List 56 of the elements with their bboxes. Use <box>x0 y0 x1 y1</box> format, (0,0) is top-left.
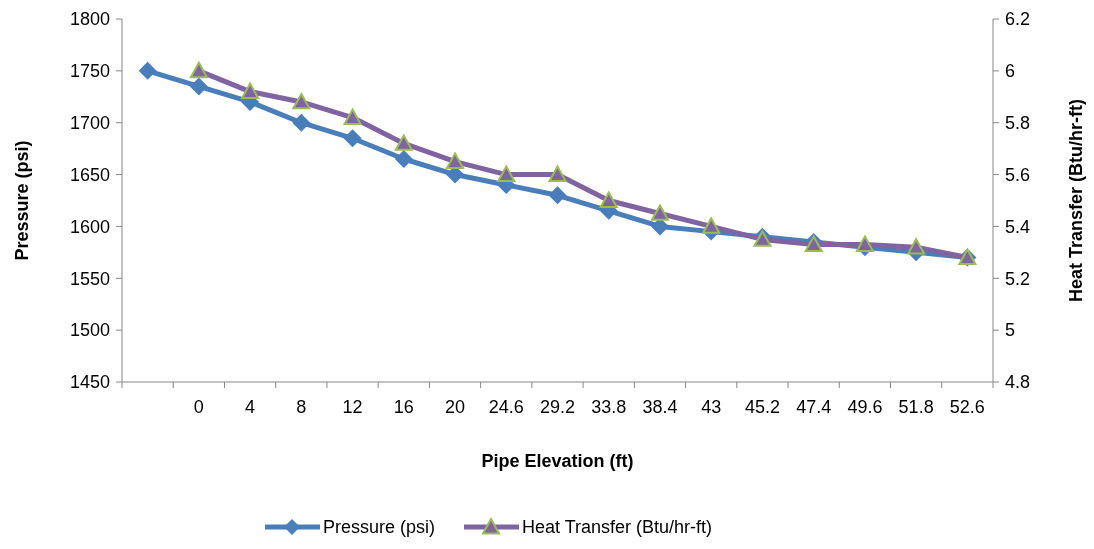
y-tick-label: 1450 <box>69 372 110 393</box>
y-tick-label: 1750 <box>69 61 110 82</box>
point <box>907 238 926 255</box>
point <box>446 152 465 170</box>
point <box>292 113 311 132</box>
point <box>138 61 157 80</box>
y2-tick-label: 5.4 <box>1005 216 1031 237</box>
y2-axis-title: Heat Transfer (Btu/hr-ft) <box>1066 98 1086 303</box>
x-tick-label: 8 <box>296 397 307 417</box>
x-tick-label: 4 <box>245 397 256 417</box>
point <box>189 61 208 79</box>
point <box>292 92 311 110</box>
point <box>855 235 874 252</box>
y2-tick-label: 4.8 <box>1005 372 1031 393</box>
point <box>548 165 567 182</box>
x-tick-label: 47.4 <box>796 397 832 417</box>
y-tick-label: 1500 <box>69 320 110 341</box>
x-tick-label: 16 <box>393 397 414 417</box>
x-tick-label: 49.6 <box>847 397 883 417</box>
y-axis-title: Pressure (psi) <box>12 140 32 261</box>
y2-tick-label: 6 <box>1005 61 1016 82</box>
point <box>394 134 413 151</box>
legend-label: Pressure (psi) <box>323 517 436 538</box>
point <box>241 82 260 99</box>
y-tick-label: 1800 <box>69 9 110 30</box>
x-tick-label: 29.2 <box>539 397 576 417</box>
y2-tick-label: 5 <box>1005 320 1016 341</box>
x-tick-label: 20 <box>445 397 466 417</box>
x-tick-label: 12 <box>342 397 363 417</box>
x-tick-label: 52.6 <box>949 397 985 417</box>
y2-tick-label: 6.2 <box>1005 9 1031 30</box>
x-tick-label: 38.4 <box>642 397 678 417</box>
y-tick-label: 1700 <box>69 113 110 134</box>
y-tick-label: 1600 <box>69 216 110 237</box>
y-tick-label: 1650 <box>69 164 110 185</box>
y2-tick-label: 5.8 <box>1005 113 1031 134</box>
y-tick-label: 1550 <box>69 268 110 289</box>
point <box>394 150 413 169</box>
legend-label: Heat Transfer (Btu/hr-ft) <box>522 517 713 538</box>
x-axis-title: Pipe Elevation (ft) <box>481 451 634 471</box>
x-tick-label: 24.6 <box>488 397 524 417</box>
point <box>548 186 567 205</box>
point <box>702 217 721 234</box>
y2-tick-label: 5.6 <box>1005 164 1031 185</box>
x-tick-label: 43 <box>701 397 722 417</box>
point <box>343 129 362 148</box>
x-tick-label: 45.2 <box>744 397 780 417</box>
x-tick-label: 0 <box>193 397 204 417</box>
point <box>343 108 362 125</box>
x-tick-label: 51.8 <box>898 397 934 417</box>
y2-tick-label: 5.2 <box>1005 268 1031 289</box>
x-tick-label: 33.8 <box>591 397 627 417</box>
point <box>189 77 208 96</box>
point <box>497 165 516 182</box>
point <box>650 204 669 221</box>
point <box>599 191 618 208</box>
